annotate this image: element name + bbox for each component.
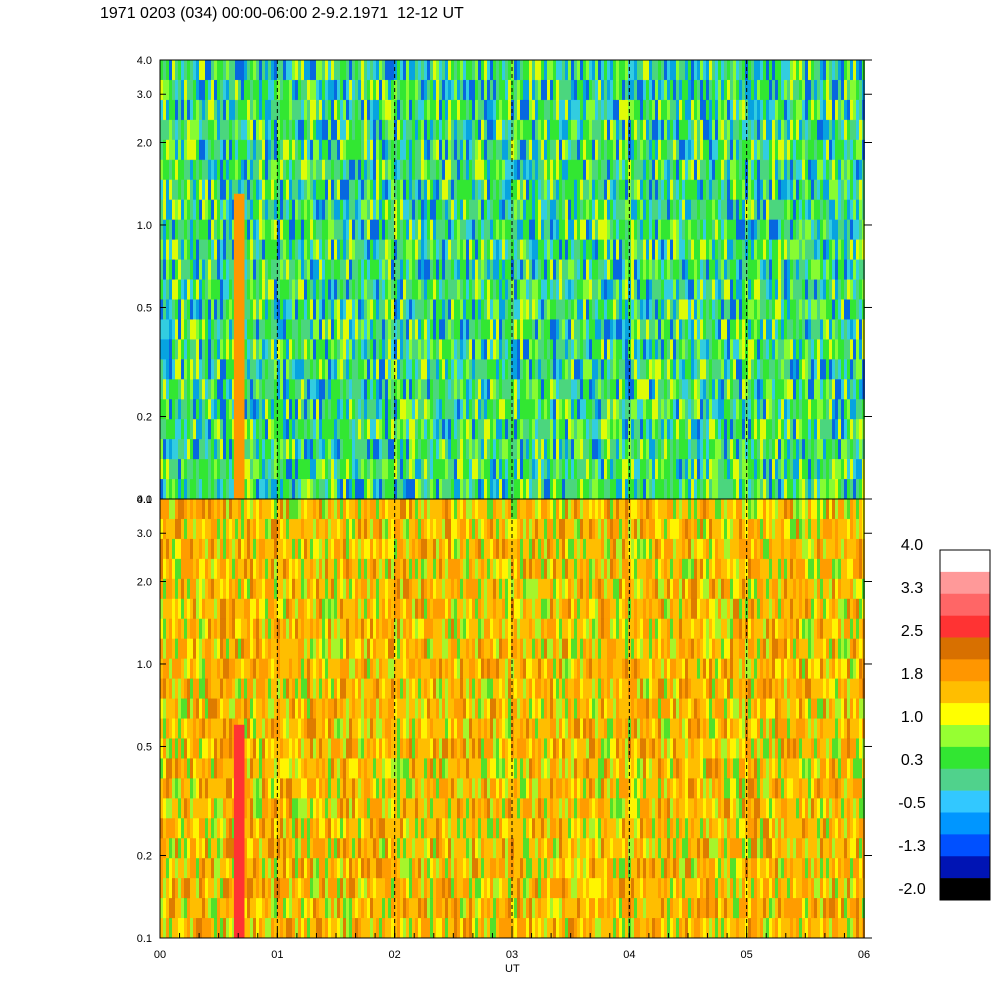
- colorbar-segment: [940, 593, 990, 616]
- x-tick-label: 03: [506, 949, 518, 961]
- colorbar-label: -2.0: [898, 881, 926, 898]
- colorbar-label: 4.0: [901, 537, 923, 554]
- colorbar-segment: [940, 790, 990, 813]
- y-tick-label: 0.2: [137, 851, 152, 863]
- colorbar-segment: [940, 856, 990, 879]
- colorbar-segment: [940, 659, 990, 682]
- colorbar-label: 2.5: [901, 623, 923, 640]
- y-tick-label: 3.0: [137, 89, 152, 101]
- colorbar-segment: [940, 768, 990, 791]
- colorbar-label: -1.3: [898, 838, 926, 855]
- colorbar-segment: [940, 615, 990, 638]
- colorbar-segment: [940, 746, 990, 770]
- colorbar: 4.0 3.3 2.5 1.8 1.0 0.3 -0.5 -1.3 -2.0: [898, 537, 991, 901]
- y-tick-label: 4.0: [137, 494, 152, 506]
- spectrogram-panel-bottom: 0.1 0.2 0.5 1.0 2.0 3.0 4.0: [137, 494, 872, 945]
- colorbar-segment: [940, 571, 990, 595]
- colorbar-label: -0.5: [898, 795, 926, 812]
- colorbar-segment: [940, 834, 990, 857]
- colorbar-segment: [940, 550, 990, 573]
- y-tick-label: 2.0: [137, 137, 152, 149]
- y-tick-label: 3.0: [137, 528, 152, 540]
- colorbar-segment: [940, 878, 990, 901]
- y-tick-label: 1.0: [137, 659, 152, 671]
- colorbar-segment: [940, 725, 990, 748]
- y-tick-label: 0.1: [137, 494, 152, 506]
- colorbar-label: 1.0: [901, 709, 923, 726]
- colorbar-label: 3.3: [901, 580, 923, 597]
- x-axis-label: UT: [505, 963, 520, 975]
- colorbar-segment: [940, 637, 990, 660]
- colorbar-segment: [940, 812, 990, 835]
- spectrogram-texture-top: [160, 60, 865, 500]
- y-tick-label: 0.2: [137, 412, 152, 424]
- y-tick-label: 2.0: [137, 576, 152, 588]
- feature-bottom-0: [233, 724, 245, 938]
- spectrogram-texture-bottom: [160, 499, 865, 939]
- y-tick-label: 4.0: [137, 55, 152, 67]
- colorbar-segment: [940, 681, 990, 704]
- y-tick-label: 0.5: [137, 741, 152, 753]
- colorbar-frame: [939, 549, 991, 901]
- spectrogram-panel-top: 0.1 0.2 0.5 1.0 2.0 3.0 4.0: [137, 55, 872, 506]
- y-tick-label: 1.0: [137, 220, 152, 232]
- x-tick-label: 05: [741, 949, 753, 961]
- y-tick-label: 0.1: [137, 933, 152, 945]
- chart-title: 1971 0203 (034) 00:00-06:00 2-9.2.1971 1…: [100, 5, 464, 22]
- colorbar-label: 1.8: [901, 666, 923, 683]
- y-tick-label: 0.5: [137, 302, 152, 314]
- x-tick-label: 00: [154, 949, 166, 961]
- x-tick-label: 02: [389, 949, 401, 961]
- feature-top-0: [233, 193, 245, 499]
- x-tick-label: 06: [858, 949, 870, 961]
- colorbar-label: 0.3: [901, 752, 923, 769]
- x-tick-label: 01: [271, 949, 283, 961]
- x-tick-label: 04: [623, 949, 635, 961]
- colorbar-segment: [940, 703, 990, 726]
- x-axis: 00 01 02 03 04 05 06: [154, 930, 870, 961]
